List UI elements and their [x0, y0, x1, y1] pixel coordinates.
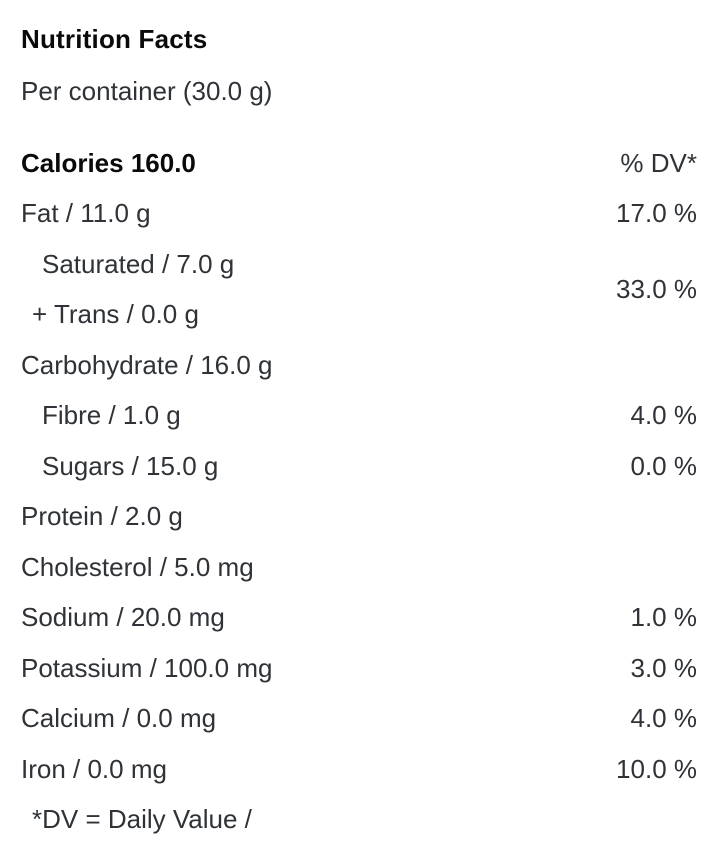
nutrient-label: Sodium / 20.0 mg	[21, 602, 225, 633]
nutrient-dv-value: 3.0 %	[630, 652, 698, 683]
nutrient-row-calcium: Calcium / 0.0 mg 4.0 %	[21, 694, 697, 745]
percent-dv-column-header: % DV*	[620, 147, 697, 178]
nutrient-dv-value: 17.0 %	[616, 198, 697, 229]
nutrient-row-fat: Fat / 11.0 g 17.0 %	[21, 189, 697, 240]
nutrient-label: Carbohydrate / 16.0 g	[21, 349, 273, 380]
calories-header-row: Calories 160.0 % DV*	[21, 138, 697, 189]
nutrient-row-potassium: Potassium / 100.0 mg 3.0 %	[21, 643, 697, 694]
nutrient-label: Saturated / 7.0 g	[42, 248, 235, 279]
nutrient-row-protein: Protein / 2.0 g	[21, 492, 697, 543]
nutrient-label: Sugars / 15.0 g	[42, 450, 219, 481]
nutrient-label: Iron / 0.0 mg	[21, 753, 167, 784]
nutrient-row-carbohydrate: Carbohydrate / 16.0 g	[21, 340, 697, 391]
nutrient-dv-value: 33.0 %	[616, 274, 697, 304]
serving-size-text: Per container (30.0 g)	[21, 76, 273, 106]
nutrient-label: + Trans / 0.0 g	[32, 299, 199, 330]
nutrient-label: Fat / 11.0 g	[21, 198, 151, 229]
nutrition-facts-table: Calories 160.0 % DV* Fat / 11.0 g 17.0 %…	[21, 138, 697, 845]
calories-label: Calories 160.0	[21, 147, 196, 178]
dv-footnote-row: *DV = Daily Value /	[21, 795, 697, 846]
nutrient-row-saturated-trans: Saturated / 7.0 g + Trans / 0.0 g 33.0 %	[21, 239, 697, 340]
nutrient-dv-value: 0.0 %	[630, 450, 698, 481]
nutrition-facts-title: Nutrition Facts	[21, 24, 208, 54]
nutrient-row-fibre: Fibre / 1.0 g 4.0 %	[21, 391, 697, 442]
nutrient-label: Potassium / 100.0 mg	[21, 652, 273, 683]
nutrient-row-sugars: Sugars / 15.0 g 0.0 %	[21, 441, 697, 492]
nutrient-row-sodium: Sodium / 20.0 mg 1.0 %	[21, 593, 697, 644]
nutrient-label: Cholesterol / 5.0 mg	[21, 551, 254, 582]
nutrient-dv-value: 4.0 %	[630, 400, 698, 431]
nutrient-dv-value: 10.0 %	[616, 753, 697, 784]
nutrient-label: Fibre / 1.0 g	[42, 400, 181, 431]
nutrient-row-cholesterol: Cholesterol / 5.0 mg	[21, 542, 697, 593]
saturated-trans-label-stack: Saturated / 7.0 g + Trans / 0.0 g	[21, 239, 234, 340]
nutrient-dv-value: 1.0 %	[630, 602, 698, 633]
nutrient-label: Protein / 2.0 g	[21, 501, 183, 532]
nutrient-label: Calcium / 0.0 mg	[21, 703, 217, 734]
nutrient-dv-value: 4.0 %	[630, 703, 698, 734]
nutrient-row-iron: Iron / 0.0 mg 10.0 %	[21, 744, 697, 795]
dv-footnote-text: *DV = Daily Value /	[32, 804, 252, 835]
